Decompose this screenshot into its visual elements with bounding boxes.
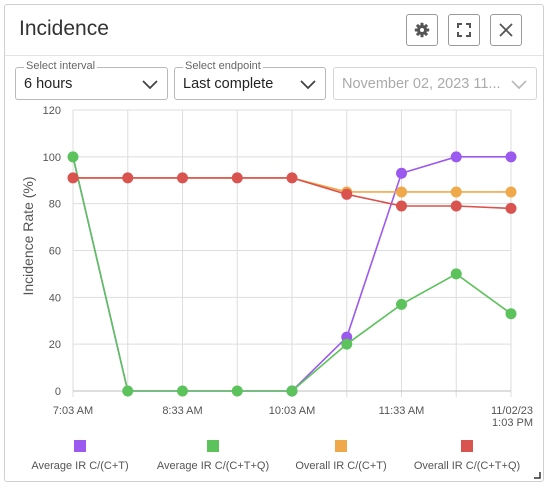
fullscreen-button[interactable] <box>448 14 480 46</box>
widget-header: Incidence <box>5 5 543 56</box>
legend-label: Average IR C/(C+T) <box>31 460 128 472</box>
x-tick-label: 11:33 AM <box>379 405 425 417</box>
chart-grid <box>72 109 512 397</box>
chart-legend: Average IR C/(C+T) Average IR C/(C+T+Q) Ov… <box>31 440 520 472</box>
series-4 <box>67 172 517 214</box>
x-tick-label: 10:03 AM <box>269 405 315 417</box>
data-point <box>396 167 407 179</box>
data-point <box>122 385 134 397</box>
y-tick-label: 0 <box>55 386 61 398</box>
y-tick-label: 100 <box>43 152 61 164</box>
series-2 <box>67 151 517 397</box>
interval-select-label: Select interval <box>24 60 98 72</box>
data-point <box>450 186 462 198</box>
endpoint-select-value: Last complete <box>183 76 274 92</box>
x-tick-label: 8:33 AM <box>162 405 202 417</box>
data-point <box>286 385 298 397</box>
resize-handle[interactable] <box>533 471 541 479</box>
x-tick-label: 11/02/23 <box>491 405 533 417</box>
y-axis: 0 20 40 60 80 100 120 <box>43 105 61 398</box>
legend-swatch <box>335 440 347 452</box>
data-point <box>67 151 79 163</box>
data-point <box>505 151 517 163</box>
y-axis-label: Incidence Rate (%) <box>20 176 36 295</box>
endpoint-select-label: Select endpoint <box>183 60 263 72</box>
chevron-down-icon <box>142 80 158 90</box>
data-point <box>505 186 517 198</box>
interval-select-value: 6 hours <box>24 76 73 92</box>
expand-icon <box>457 23 471 37</box>
x-tick-label: 1:03 PM <box>492 417 533 429</box>
chevron-down-icon <box>511 80 527 90</box>
data-point <box>177 385 188 397</box>
series-1 <box>72 151 517 397</box>
date-select-value: November 02, 2023 11... <box>342 76 501 92</box>
endpoint-select[interactable]: Select endpoint Last complete <box>174 60 326 100</box>
y-tick-label: 80 <box>49 199 61 211</box>
date-select[interactable]: November 02, 2023 11... <box>333 67 537 100</box>
chevron-down-icon <box>300 80 316 90</box>
data-point <box>396 200 407 212</box>
data-point <box>231 172 243 184</box>
data-point <box>396 298 407 310</box>
data-point <box>450 268 462 280</box>
data-point <box>231 385 243 397</box>
legend-label: Overall IR C/(C+T+Q) <box>414 460 520 472</box>
data-point <box>177 172 188 184</box>
close-icon <box>499 23 513 37</box>
legend-swatch <box>74 440 86 452</box>
incidence-widget: Incidence <box>4 4 544 482</box>
data-point <box>122 172 134 184</box>
y-tick-label: 60 <box>49 246 61 258</box>
data-point <box>450 200 462 212</box>
y-tick-label: 120 <box>43 105 61 117</box>
data-point <box>286 172 298 184</box>
data-point <box>505 202 517 214</box>
gear-icon <box>414 22 430 38</box>
data-point <box>341 338 353 350</box>
legend-label: Average IR C/(C+T+Q) <box>157 460 269 472</box>
y-tick-label: 20 <box>49 339 61 351</box>
data-point <box>67 172 79 184</box>
x-axis: 7:03 AM 8:33 AM 10:03 AM 11:33 AM 11/02/231:… <box>53 390 533 429</box>
interval-select[interactable]: Select interval 6 hours <box>15 60 168 100</box>
data-point <box>505 308 517 320</box>
settings-button[interactable] <box>406 14 438 46</box>
widget-title: Incidence <box>19 17 109 40</box>
chart-series <box>67 151 517 397</box>
close-button[interactable] <box>490 14 522 46</box>
data-point <box>450 151 462 163</box>
legend-label: Overall IR C/(C+T) <box>295 460 386 472</box>
y-tick-label: 40 <box>49 292 61 304</box>
legend-swatch <box>461 440 473 452</box>
data-point <box>341 188 353 200</box>
data-point <box>396 186 407 198</box>
legend-swatch <box>207 440 219 452</box>
x-tick-label: 7:03 AM <box>53 405 93 417</box>
